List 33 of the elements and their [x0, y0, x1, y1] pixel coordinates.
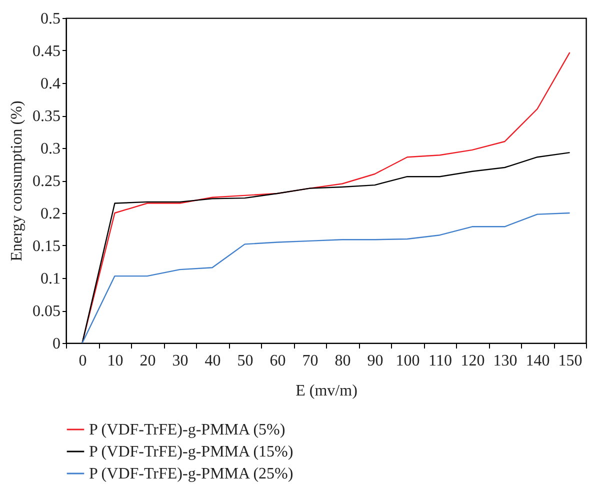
x-tick-label: 20 — [140, 352, 156, 370]
y-tick-label: 0.15 — [32, 238, 60, 255]
y-tick-label: 0 — [52, 336, 60, 352]
y-tick-label: 0.45 — [32, 43, 60, 60]
y-tick-label: 0.2 — [40, 206, 60, 222]
y-tick-label: 0.25 — [32, 173, 60, 190]
y-tick-label: 0.05 — [32, 303, 60, 320]
x-tick-label: 30 — [172, 352, 188, 370]
x-tick-label: 80 — [334, 352, 351, 370]
x-tick-label: 110 — [428, 352, 452, 370]
x-tick-label: 50 — [237, 352, 254, 370]
x-tick-label: 140 — [526, 352, 550, 370]
x-axis-title: E (mv/m) — [296, 382, 358, 400]
y-tick-label: 0.5 — [40, 10, 60, 28]
y-axis-title: Energy consumption (%) — [8, 100, 26, 262]
x-tick-label: 150 — [558, 352, 582, 370]
x-tick-label: 130 — [493, 352, 518, 370]
y-tick-label: 0.1 — [40, 270, 60, 288]
legend-label: P (VDF-TrFE)-g-PMMA (15%) — [89, 444, 294, 460]
y-tick-label: 0.35 — [32, 108, 60, 125]
x-tick-label: 0 — [78, 352, 87, 370]
line-series — [82, 212, 570, 344]
x-tick-label: 40 — [204, 352, 221, 370]
x-tick-label: 120 — [460, 352, 485, 370]
x-tick-label: 90 — [367, 352, 384, 370]
x-tick-label: 60 — [270, 352, 286, 370]
y-tick-label: 0.4 — [40, 76, 60, 92]
x-tick-label: 70 — [302, 352, 318, 370]
x-tick-label: 100 — [396, 352, 420, 370]
legend-label: P (VDF-TrFE)-g-PMMA (25%) — [89, 466, 294, 482]
x-tick-label: 10 — [107, 352, 124, 370]
legend-label: P (VDF-TrFE)-g-PMMA (5%) — [89, 422, 286, 438]
y-tick-label: 0.3 — [40, 140, 60, 158]
